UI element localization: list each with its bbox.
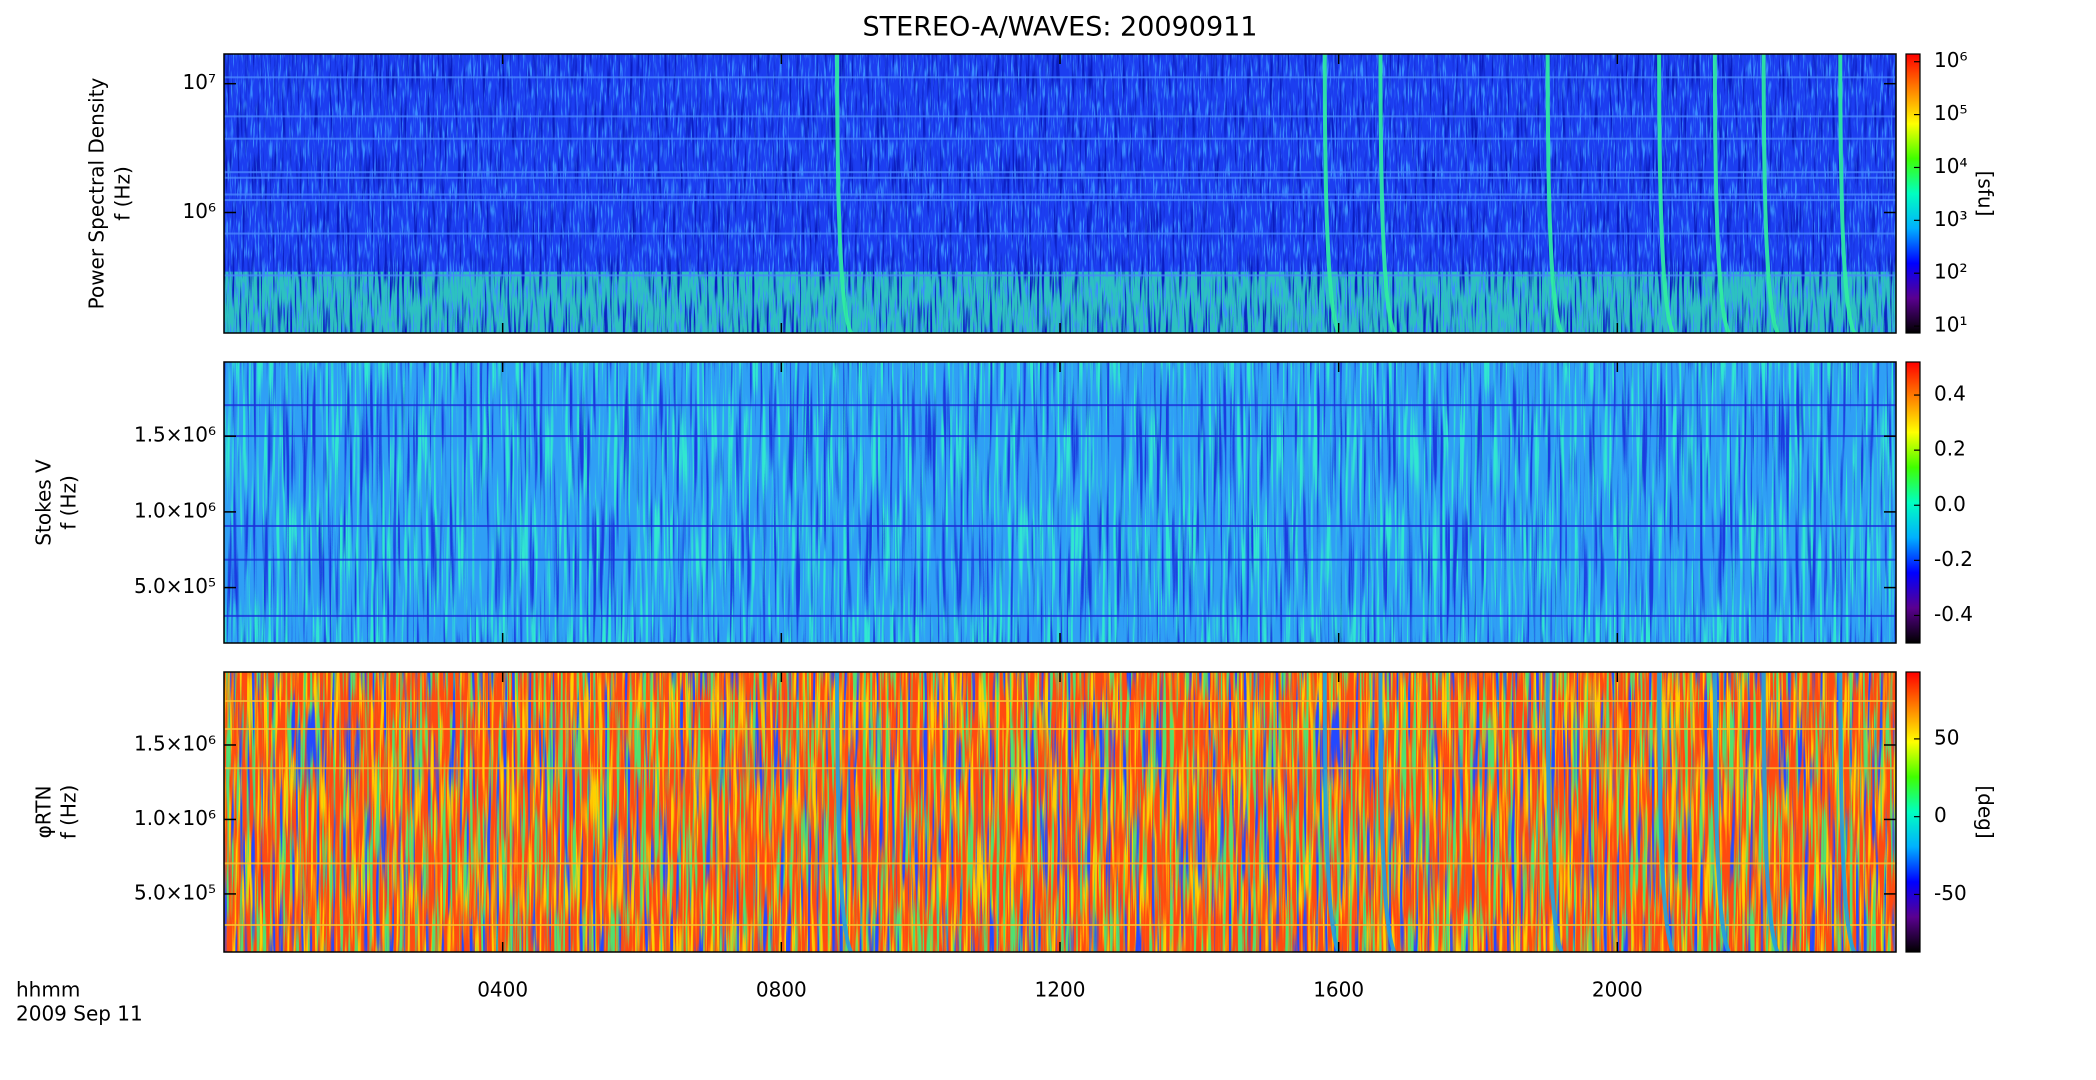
colorbar-tick-label: 0.4: [1934, 382, 1966, 406]
spectrogram-texture: [1712, 671, 1731, 953]
colorbar-tick-label: 0: [1934, 803, 1947, 827]
y-tick-label: 10⁷: [183, 70, 216, 94]
colorbar-tick-label: 10⁶: [1934, 48, 1967, 72]
spectrogram-texture: [224, 767, 1896, 770]
colorbar-tick-label: 10³: [1934, 207, 1967, 231]
spectrogram-texture: [224, 76, 1896, 79]
colorbar-label: [sfu]: [1974, 171, 1998, 217]
spectrogram-texture: [224, 558, 1896, 561]
colorbar-tick-label: 10¹: [1934, 313, 1967, 337]
spectrogram-texture: [1322, 671, 1341, 953]
colorbar: [1905, 361, 1921, 644]
spectrogram-texture: [224, 274, 1896, 277]
y-axis-label: Power Spectral Density: [85, 77, 109, 309]
x-tick-label: 0800: [756, 978, 807, 1002]
spectrogram-texture: [1838, 53, 1857, 334]
colorbar-tick-label: -0.4: [1934, 602, 1973, 626]
spectrogram-texture: [1657, 671, 1675, 953]
spectrogram-texture: [224, 176, 1896, 179]
colorbar-tick-label: -50: [1934, 881, 1967, 905]
spectrogram-texture: [224, 700, 1896, 702]
x-axis-label: 2009 Sep 11: [16, 1002, 143, 1026]
chart-title: STEREO-A/WAVES: 20090911: [863, 12, 1258, 43]
colorbar-tick-label: 10⁵: [1934, 101, 1967, 125]
spectrogram-texture: [1761, 53, 1780, 334]
spectrogram-texture: [224, 171, 1896, 174]
y-axis-label: φRTN: [32, 786, 56, 839]
y-tick-label: 1.0×10⁶: [134, 806, 216, 830]
spectrogram-texture: [1378, 671, 1397, 953]
colorbar-tick-label: 0.0: [1934, 492, 1966, 516]
colorbar-tick-label: -0.2: [1934, 547, 1973, 571]
spectrogram-texture: [1545, 671, 1564, 953]
colorbar-tick-label: 10²: [1934, 260, 1967, 284]
y-tick-label: 5.0×10⁵: [134, 574, 216, 598]
x-tick-label: 1200: [1035, 978, 1086, 1002]
y-tick-label: 5.0×10⁵: [134, 880, 216, 904]
spectrogram-texture: [224, 672, 1896, 952]
x-tick-label: 1600: [1313, 978, 1364, 1002]
colorbar-label: [deg]: [1974, 785, 1998, 838]
x-tick-label: 2000: [1592, 978, 1643, 1002]
y-tick-label: 10⁶: [183, 199, 216, 223]
y-tick-label: 1.0×10⁶: [134, 498, 216, 522]
colorbar-tick-label: 10⁴: [1934, 154, 1967, 178]
spectrogram-texture: [224, 862, 1896, 865]
spectrogram-texture: [224, 614, 1896, 617]
spectrogram-texture: [1322, 53, 1341, 334]
y-tick-label: 1.5×10⁶: [134, 423, 216, 447]
x-tick-label: 0400: [477, 978, 528, 1002]
y-tick-label: 1.5×10⁶: [134, 731, 216, 755]
y-axis-label: f (Hz): [111, 166, 135, 221]
colorbar: [1905, 53, 1921, 334]
spectrogram-texture: [224, 232, 1896, 235]
spectrogram-texture: [1712, 53, 1731, 334]
spectrogram-texture: [1378, 53, 1397, 334]
spectrogram-texture: [1545, 53, 1564, 334]
spectrogram-texture: [224, 924, 1896, 926]
colorbar-tick-label: 0.2: [1934, 437, 1966, 461]
x-axis-label: hhmm: [16, 978, 80, 1002]
spectrogram-texture: [224, 115, 1896, 118]
spectrogram-texture: [224, 435, 1896, 438]
spectrogram-texture: [835, 53, 853, 334]
colorbar: [1905, 671, 1921, 953]
spectrogram-texture: [1657, 53, 1675, 334]
spectrogram-texture: [224, 524, 1896, 527]
spectrogram-texture: [224, 362, 1896, 643]
y-axis-label: f (Hz): [57, 475, 81, 530]
spectrogram-texture: [224, 199, 1896, 202]
colorbar-tick-label: 50: [1934, 725, 1959, 749]
spectrogram-texture: [1761, 671, 1780, 953]
y-axis-label: f (Hz): [57, 785, 81, 840]
spectrogram-texture: [1838, 671, 1857, 953]
spectrogram-texture: [224, 193, 1896, 196]
spectrogram-texture: [835, 671, 853, 953]
y-axis-label: Stokes V: [32, 459, 56, 546]
spectrogram-texture: [224, 404, 1896, 407]
spectrogram-texture: [224, 137, 1896, 140]
spectrogram-texture: [224, 728, 1896, 730]
